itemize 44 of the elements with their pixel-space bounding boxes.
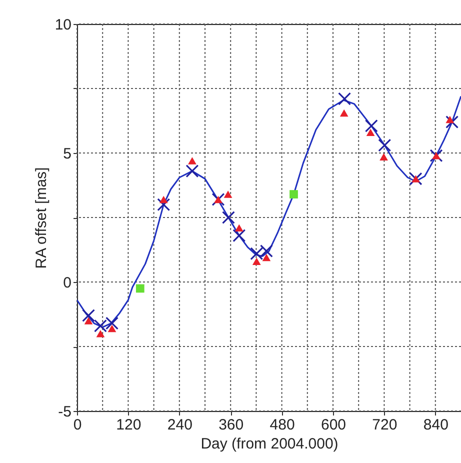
y-tick-label: 5 [63, 146, 72, 162]
point [96, 330, 105, 338]
point [380, 153, 388, 160]
point [378, 138, 392, 152]
point [340, 109, 348, 117]
point [409, 172, 422, 186]
point [82, 309, 96, 322]
y-axis-title: RA offset [mas] [32, 167, 50, 269]
point [212, 192, 225, 206]
point [446, 116, 454, 124]
point [136, 284, 144, 293]
point [157, 198, 170, 212]
point [338, 92, 352, 106]
point [159, 196, 168, 204]
point [108, 324, 116, 332]
point [186, 164, 199, 178]
x-tick-label: 480 [270, 416, 295, 434]
point [412, 175, 420, 182]
point [364, 119, 378, 132]
point [366, 128, 375, 136]
x-tick-label: 120 [116, 416, 142, 434]
point [188, 157, 196, 164]
point [290, 190, 298, 198]
point [234, 224, 244, 232]
x-axis-title: Day (from 2004.000) [200, 436, 338, 452]
point [430, 149, 443, 162]
point [224, 190, 232, 198]
x-tick-label: 720 [372, 416, 398, 434]
x-tick-label: 840 [423, 416, 448, 434]
point [214, 196, 222, 204]
point [262, 254, 271, 262]
point [446, 116, 459, 129]
y-tick-label: 0 [63, 274, 72, 292]
x-tick-label: 600 [320, 416, 346, 434]
point [232, 229, 246, 242]
point [252, 258, 261, 265]
line-series [77, 95, 461, 328]
x-tick-label: 240 [167, 416, 192, 434]
y-tick-label: 10 [54, 16, 72, 34]
x-tick-label: 360 [218, 416, 244, 434]
y-tick-label: -5 [58, 404, 72, 420]
point [432, 152, 440, 160]
point [84, 317, 93, 324]
point [222, 211, 235, 224]
